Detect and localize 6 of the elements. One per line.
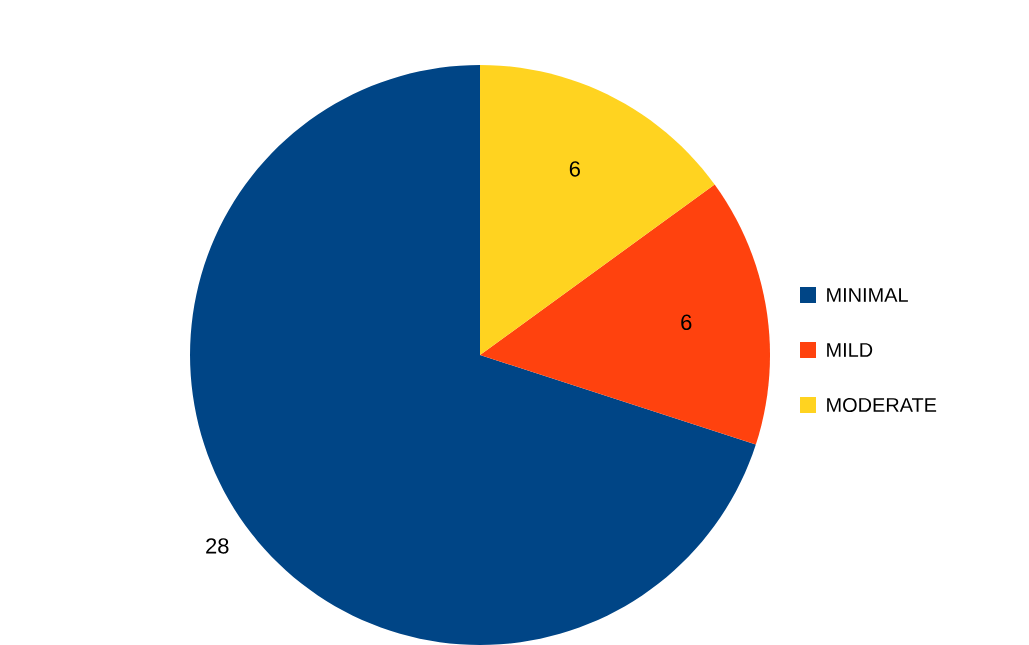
data-label: 28: [206, 538, 229, 554]
legend-label: MINIMAL: [827, 288, 908, 302]
data-label: 6: [569, 161, 580, 177]
legend-label: MODERATE: [827, 397, 937, 413]
legend-label: MILD: [827, 343, 873, 357]
data-label: 6: [681, 314, 692, 331]
